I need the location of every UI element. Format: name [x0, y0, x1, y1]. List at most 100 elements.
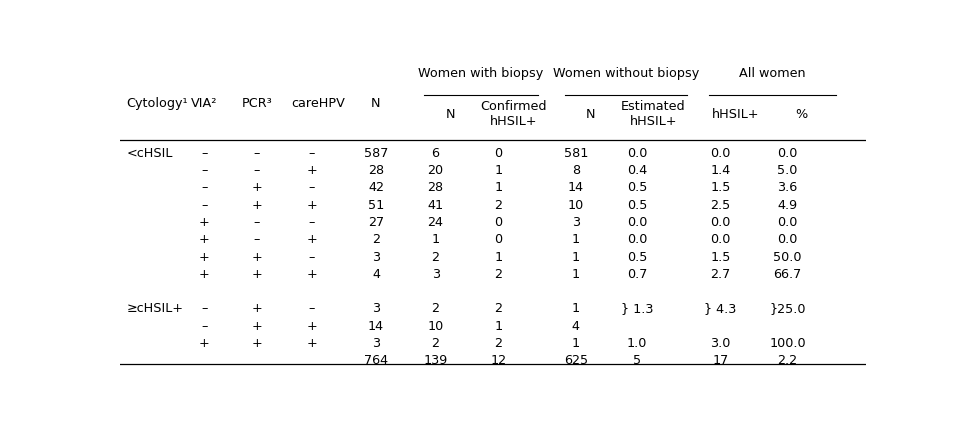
Text: 2.5: 2.5 [709, 199, 729, 212]
Text: +: + [199, 251, 209, 264]
Text: 587: 587 [363, 147, 387, 160]
Text: +: + [251, 320, 261, 333]
Text: 0.0: 0.0 [776, 147, 797, 160]
Text: 17: 17 [711, 354, 727, 367]
Text: 41: 41 [427, 199, 443, 212]
Text: 1: 1 [431, 233, 439, 246]
Text: 24: 24 [428, 216, 443, 229]
Text: 3.0: 3.0 [709, 337, 729, 350]
Text: +: + [251, 181, 261, 194]
Text: +: + [199, 337, 209, 350]
Text: 0.0: 0.0 [626, 216, 647, 229]
Text: +: + [307, 199, 317, 212]
Text: –: – [201, 199, 208, 212]
Text: 4: 4 [372, 268, 380, 281]
Text: 1.5: 1.5 [709, 181, 729, 194]
Text: 2: 2 [431, 337, 439, 350]
Text: N: N [585, 108, 595, 121]
Text: –: – [308, 181, 314, 194]
Text: 1: 1 [494, 181, 502, 194]
Text: –: – [254, 216, 259, 229]
Text: 2: 2 [431, 302, 439, 315]
Text: 625: 625 [563, 354, 587, 367]
Text: 0.5: 0.5 [626, 199, 647, 212]
Text: 12: 12 [490, 354, 505, 367]
Text: } 4.3: } 4.3 [703, 302, 736, 315]
Text: –: – [254, 233, 259, 246]
Text: 3: 3 [372, 251, 380, 264]
Text: 0.5: 0.5 [626, 251, 647, 264]
Text: –: – [308, 147, 314, 160]
Text: Estimated
hHSIL+: Estimated hHSIL+ [621, 100, 685, 128]
Text: +: + [251, 302, 261, 315]
Text: 0.7: 0.7 [626, 268, 647, 281]
Text: –: – [201, 181, 208, 194]
Text: 1: 1 [494, 164, 502, 177]
Text: 4: 4 [571, 320, 579, 333]
Text: Confirmed
hHSIL+: Confirmed hHSIL+ [480, 100, 546, 128]
Text: –: – [308, 302, 314, 315]
Text: 20: 20 [427, 164, 443, 177]
Text: <cHSIL: <cHSIL [126, 147, 172, 160]
Text: 100.0: 100.0 [769, 337, 805, 350]
Text: Women without biopsy: Women without biopsy [552, 67, 698, 80]
Text: +: + [251, 268, 261, 281]
Text: 1: 1 [494, 251, 502, 264]
Text: 10: 10 [567, 199, 583, 212]
Text: PCR³: PCR³ [241, 97, 272, 110]
Text: +: + [307, 233, 317, 246]
Text: 50.0: 50.0 [773, 251, 801, 264]
Text: 0.0: 0.0 [709, 147, 729, 160]
Text: 581: 581 [563, 147, 587, 160]
Text: +: + [199, 216, 209, 229]
Text: +: + [251, 199, 261, 212]
Text: ≥cHSIL+: ≥cHSIL+ [126, 302, 183, 315]
Text: 1.4: 1.4 [709, 164, 729, 177]
Text: 5: 5 [632, 354, 640, 367]
Text: 10: 10 [427, 320, 443, 333]
Text: 1: 1 [571, 337, 579, 350]
Text: –: – [308, 251, 314, 264]
Text: –: – [308, 216, 314, 229]
Text: All women: All women [738, 67, 805, 80]
Text: 0.0: 0.0 [776, 216, 797, 229]
Text: 0: 0 [494, 233, 502, 246]
Text: 0.0: 0.0 [776, 233, 797, 246]
Text: –: – [201, 320, 208, 333]
Text: 0.5: 0.5 [626, 181, 647, 194]
Text: 28: 28 [367, 164, 383, 177]
Text: 2: 2 [494, 199, 502, 212]
Text: 0.0: 0.0 [709, 216, 729, 229]
Text: 2: 2 [494, 302, 502, 315]
Text: 4.9: 4.9 [776, 199, 797, 212]
Text: 28: 28 [427, 181, 443, 194]
Text: 6: 6 [431, 147, 439, 160]
Text: N: N [445, 108, 455, 121]
Text: –: – [201, 147, 208, 160]
Text: 5.0: 5.0 [776, 164, 797, 177]
Text: 14: 14 [367, 320, 383, 333]
Text: –: – [201, 302, 208, 315]
Text: 8: 8 [571, 164, 579, 177]
Text: –: – [254, 164, 259, 177]
Text: 3: 3 [372, 337, 380, 350]
Text: hHSIL+: hHSIL+ [711, 108, 758, 121]
Text: 2: 2 [431, 251, 439, 264]
Text: +: + [199, 268, 209, 281]
Text: 66.7: 66.7 [773, 268, 801, 281]
Text: +: + [251, 337, 261, 350]
Text: 3: 3 [372, 302, 380, 315]
Text: 139: 139 [423, 354, 447, 367]
Text: 1.5: 1.5 [709, 251, 729, 264]
Text: 0: 0 [494, 216, 502, 229]
Text: 764: 764 [363, 354, 387, 367]
Text: +: + [199, 233, 209, 246]
Text: 2.7: 2.7 [709, 268, 729, 281]
Text: 0.0: 0.0 [626, 147, 647, 160]
Text: Cytology¹: Cytology¹ [126, 97, 187, 110]
Text: +: + [307, 337, 317, 350]
Text: 1: 1 [571, 233, 579, 246]
Text: N: N [371, 97, 381, 110]
Text: 3: 3 [571, 216, 579, 229]
Text: 1: 1 [571, 251, 579, 264]
